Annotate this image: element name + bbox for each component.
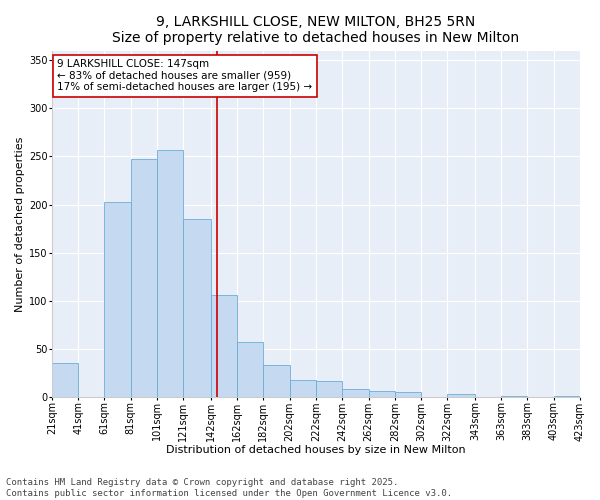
Bar	[395, 392, 421, 397]
Bar	[448, 394, 475, 397]
Bar	[263, 366, 290, 397]
Title: 9, LARKSHILL CLOSE, NEW MILTON, BH25 5RN
Size of property relative to detached h: 9, LARKSHILL CLOSE, NEW MILTON, BH25 5RN…	[112, 15, 520, 45]
Bar	[501, 396, 527, 397]
Bar	[290, 380, 316, 397]
Y-axis label: Number of detached properties: Number of detached properties	[15, 136, 25, 312]
Bar	[184, 219, 211, 397]
Bar	[211, 295, 237, 397]
Text: Contains HM Land Registry data © Crown copyright and database right 2025.
Contai: Contains HM Land Registry data © Crown c…	[6, 478, 452, 498]
Bar	[104, 202, 131, 397]
Bar	[237, 342, 263, 397]
X-axis label: Distribution of detached houses by size in New Milton: Distribution of detached houses by size …	[166, 445, 466, 455]
Bar	[131, 160, 157, 397]
Bar	[368, 392, 395, 397]
Bar	[52, 364, 78, 397]
Text: 9 LARKSHILL CLOSE: 147sqm
← 83% of detached houses are smaller (959)
17% of semi: 9 LARKSHILL CLOSE: 147sqm ← 83% of detac…	[57, 59, 313, 92]
Bar	[554, 396, 580, 397]
Bar	[342, 390, 368, 397]
Bar	[316, 381, 342, 397]
Bar	[157, 150, 184, 397]
